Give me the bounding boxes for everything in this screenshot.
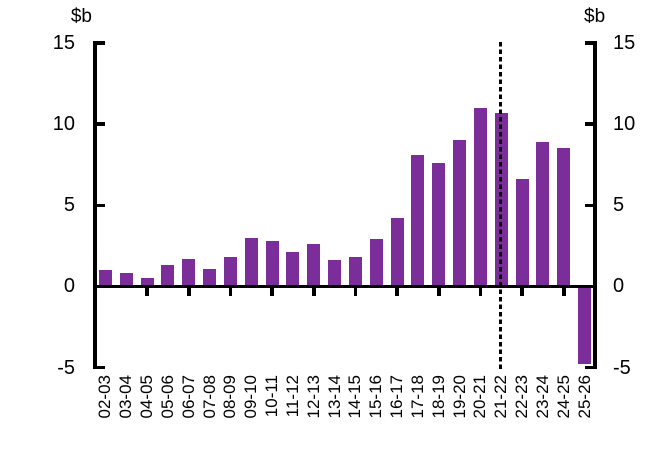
left-axis-label-0: 0 xyxy=(63,275,75,298)
right-axis-label-15: 15 xyxy=(613,32,636,54)
x-axis-label-15-16: 15-16 xyxy=(366,375,386,419)
bar-15-16 xyxy=(369,239,383,287)
bar-24-25 xyxy=(557,148,571,287)
bar-25-26 xyxy=(578,286,592,365)
x-axis-label-24-25: 24-25 xyxy=(553,375,573,419)
bar-13-14 xyxy=(328,260,342,287)
right-axis-unit-label: $b xyxy=(584,6,606,27)
forecast-divider-dotted-line xyxy=(498,41,502,369)
bar-07-08 xyxy=(203,268,217,287)
x-axis-label-21-22: 21-22 xyxy=(491,375,511,419)
left-axis-tick-5 xyxy=(96,203,105,207)
x-axis-label-06-07: 06-07 xyxy=(178,375,198,419)
x-axis-label-16-17: 16-17 xyxy=(387,375,407,419)
bar-16-17 xyxy=(390,218,404,287)
x-axis-tick-24-25 xyxy=(562,288,566,296)
left-axis-label-5: 5 xyxy=(63,194,75,217)
x-axis-tick-06-07 xyxy=(187,288,191,296)
left-axis-label-10: 10 xyxy=(52,113,75,136)
x-axis-label-11-12: 11-12 xyxy=(282,375,302,418)
bar-06-07 xyxy=(182,258,196,287)
left-y-axis-line xyxy=(93,41,97,370)
bar-09-10 xyxy=(244,237,258,287)
right-axis-tick--5 xyxy=(585,365,594,370)
x-axis-label-12-13: 12-13 xyxy=(303,375,323,419)
x-axis-label-17-18: 17-18 xyxy=(407,375,427,419)
left-axis-tick--5 xyxy=(96,365,105,370)
right-axis-label-0: 0 xyxy=(613,275,625,298)
left-axis-tick-15 xyxy=(96,41,105,45)
x-axis-tick-14-15 xyxy=(353,288,358,296)
right-axis-tick-15 xyxy=(585,41,594,45)
x-axis-tick-18-19 xyxy=(437,288,441,296)
x-axis-label-04-05: 04-05 xyxy=(137,375,157,419)
x-axis-label-07-08: 07-08 xyxy=(199,375,219,419)
x-axis-label-14-15: 14-15 xyxy=(345,375,365,419)
x-axis-label-20-21: 20-21 xyxy=(470,375,490,419)
left-axis-tick-10 xyxy=(96,122,105,126)
right-axis-label-5: 5 xyxy=(613,194,625,217)
x-axis-tick-16-17 xyxy=(395,288,399,296)
left-axis-label--5: -5 xyxy=(57,356,75,379)
x-axis-label-02-03: 02-03 xyxy=(95,375,115,419)
x-axis-tick-04-05 xyxy=(145,288,149,296)
bar-14-15 xyxy=(348,257,362,287)
x-axis-tick-20-21 xyxy=(478,288,483,296)
right-axis-tick-5 xyxy=(585,203,594,207)
right-axis-tick-10 xyxy=(585,122,594,126)
bar-23-24 xyxy=(536,141,550,287)
bar-08-09 xyxy=(223,257,237,287)
x-axis-label-23-24: 23-24 xyxy=(532,375,552,419)
bar-11-12 xyxy=(286,252,300,287)
bar-12-13 xyxy=(307,244,321,287)
bar-17-18 xyxy=(411,154,425,287)
x-axis-label-19-20: 19-20 xyxy=(449,375,469,419)
x-axis-tick-08-09 xyxy=(228,288,233,296)
x-axis-label-25-26: 25-26 xyxy=(574,375,594,419)
bar-22-23 xyxy=(515,179,529,287)
x-axis-label-13-14: 13-14 xyxy=(324,375,344,419)
bar-19-20 xyxy=(453,140,467,287)
right-y-axis-line xyxy=(593,41,597,370)
x-axis-tick-12-13 xyxy=(312,288,316,296)
bar-02-03 xyxy=(98,270,112,287)
x-axis-label-22-23: 22-23 xyxy=(512,375,532,419)
x-axis-line xyxy=(93,284,597,289)
right-axis-label-10: 10 xyxy=(613,113,636,136)
left-axis-label-15: 15 xyxy=(52,32,75,54)
x-axis-tick-22-23 xyxy=(520,288,524,296)
right-axis-label--5: -5 xyxy=(613,356,631,379)
x-axis-label-08-09: 08-09 xyxy=(220,375,240,419)
left-axis-unit-label: $b xyxy=(70,6,92,27)
bar-10-11 xyxy=(265,240,279,287)
bar-05-06 xyxy=(161,265,175,287)
bar-03-04 xyxy=(119,273,133,287)
x-axis-label-03-04: 03-04 xyxy=(116,375,136,419)
bar-18-19 xyxy=(432,163,446,287)
x-axis-label-18-19: 18-19 xyxy=(428,375,448,419)
x-axis-label-09-10: 09-10 xyxy=(241,375,261,419)
bar-04-05 xyxy=(140,278,154,287)
x-axis-tick-10-11 xyxy=(270,288,274,296)
x-axis-label-10-11: 10-11 xyxy=(262,375,282,418)
bar-20-21 xyxy=(473,107,487,287)
x-axis-label-05-06: 05-06 xyxy=(157,375,177,419)
